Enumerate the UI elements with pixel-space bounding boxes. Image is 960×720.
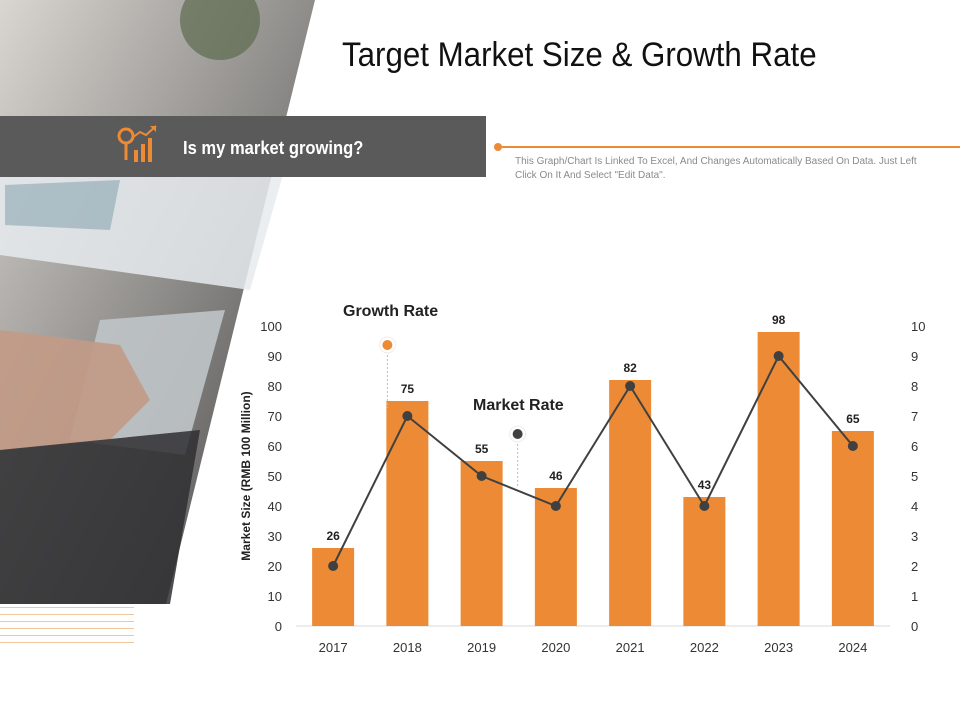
x-tick-label: 2022 bbox=[690, 640, 719, 655]
market-chart: 0 10 20 30 40 50 60 70 80 90 100 0 1 2 3 4 5 6 7 8 9 10 Market… bbox=[239, 303, 925, 655]
banner-question: Is my market growing? bbox=[183, 138, 364, 158]
bar-value-label: 82 bbox=[623, 361, 637, 375]
y2-tick-label: 9 bbox=[911, 349, 918, 364]
bar-2021 bbox=[609, 380, 652, 626]
growth-rate-point-2023 bbox=[773, 351, 784, 361]
y2-tick-label: 1 bbox=[911, 589, 918, 604]
y2-tick-label: 10 bbox=[911, 319, 925, 334]
y-tick-label: 30 bbox=[268, 529, 282, 544]
y2-tick-label: 6 bbox=[911, 439, 918, 454]
bar-value-label: 26 bbox=[326, 529, 340, 543]
y-tick-label: 10 bbox=[268, 589, 282, 604]
y-tick-label: 100 bbox=[260, 319, 282, 334]
growth-rate-point-2024 bbox=[847, 441, 858, 451]
x-tick-label: 2018 bbox=[393, 640, 422, 655]
market-rate-annotation: Market Rate bbox=[473, 397, 564, 414]
market-rate-marker bbox=[512, 429, 523, 439]
bar-2017 bbox=[312, 548, 355, 626]
y-tick-label: 40 bbox=[268, 499, 282, 514]
y2-tick-label: 2 bbox=[911, 559, 918, 574]
growth-rate-annotation: Growth Rate bbox=[343, 303, 438, 320]
growth-rate-marker bbox=[382, 340, 393, 350]
x-tick-label: 2024 bbox=[838, 640, 867, 655]
x-tick-label: 2023 bbox=[764, 640, 793, 655]
bar-value-label: 55 bbox=[475, 442, 489, 456]
growth-rate-point-2020 bbox=[550, 501, 561, 511]
growth-chart-icon bbox=[117, 125, 157, 162]
y-tick-label: 50 bbox=[268, 469, 282, 484]
y-tick-label: 60 bbox=[268, 439, 282, 454]
bar-2024 bbox=[831, 431, 874, 626]
growth-rate-point-2018 bbox=[402, 411, 413, 421]
y2-tick-label: 3 bbox=[911, 529, 918, 544]
page-title: Target Market Size & Growth Rate bbox=[342, 36, 817, 74]
bar-value-label: 65 bbox=[846, 412, 860, 426]
y2-tick-label: 7 bbox=[911, 409, 918, 424]
y-tick-label: 20 bbox=[268, 559, 282, 574]
bar-2019 bbox=[460, 461, 503, 626]
growth-rate-point-2021 bbox=[625, 381, 636, 391]
growth-rate-point-2019 bbox=[476, 471, 487, 481]
growth-rate-line bbox=[332, 354, 854, 567]
accent-divider bbox=[495, 146, 960, 148]
y-tick-label: 80 bbox=[268, 379, 282, 394]
growth-rate-point-2022 bbox=[699, 501, 710, 511]
bar-value-label: 46 bbox=[549, 469, 563, 483]
bar-2023 bbox=[757, 332, 800, 626]
decorative-stripes bbox=[0, 607, 134, 647]
x-tick-label: 2021 bbox=[616, 640, 645, 655]
bar-2018 bbox=[386, 401, 429, 626]
question-banner bbox=[0, 116, 486, 177]
bar-value-label: 43 bbox=[698, 478, 712, 492]
y2-tick-label: 5 bbox=[911, 469, 918, 484]
growth-rate-point-2017 bbox=[328, 561, 339, 571]
chart-note: This Graph/Chart Is Linked To Excel, And… bbox=[515, 156, 917, 181]
y-tick-label: 0 bbox=[275, 619, 282, 634]
y2-tick-label: 0 bbox=[911, 619, 918, 634]
x-tick-label: 2017 bbox=[319, 640, 348, 655]
bar-value-label: 98 bbox=[772, 313, 786, 327]
bar-2022 bbox=[683, 497, 726, 626]
y2-tick-label: 8 bbox=[911, 379, 918, 394]
bar-value-label: 75 bbox=[401, 382, 415, 396]
y-tick-label: 90 bbox=[268, 349, 282, 364]
accent-dot bbox=[494, 143, 502, 151]
y-axis-label: Market Size (RMB 100 Million) bbox=[239, 391, 253, 560]
x-tick-label: 2020 bbox=[541, 640, 570, 655]
y2-tick-label: 4 bbox=[911, 499, 918, 514]
y-tick-label: 70 bbox=[268, 409, 282, 424]
x-tick-label: 2019 bbox=[467, 640, 496, 655]
